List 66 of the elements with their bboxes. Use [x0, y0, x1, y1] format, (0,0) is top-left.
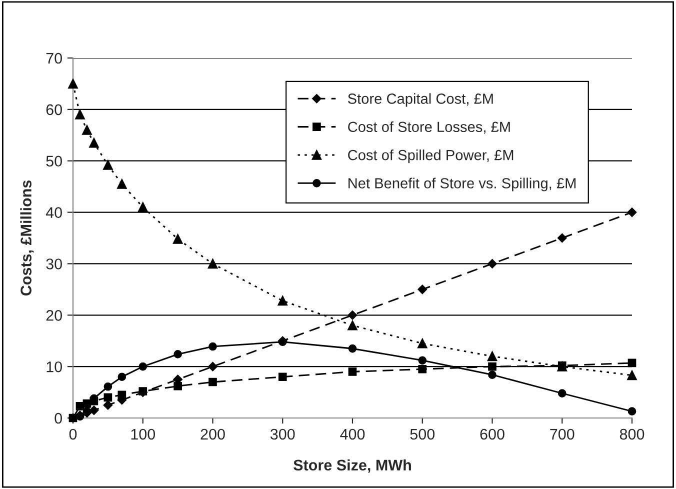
point	[558, 389, 566, 398]
point	[418, 284, 427, 294]
x-tick-label: 700	[550, 428, 574, 440]
x-tick-label: 400	[340, 428, 365, 440]
point	[628, 407, 636, 416]
y-tick-label: 10	[46, 361, 62, 372]
point	[104, 382, 112, 391]
x-tick-label: 300	[270, 428, 295, 440]
point	[172, 234, 183, 244]
y-tick-label: 40	[46, 207, 62, 218]
y-tick-label: 30	[46, 258, 62, 270]
point	[208, 258, 218, 269]
y-tick-label: 70	[46, 52, 62, 64]
point	[103, 160, 113, 170]
point	[104, 393, 112, 402]
point	[278, 296, 288, 306]
x-tick-label: 200	[200, 428, 225, 440]
point	[117, 179, 127, 189]
point	[138, 202, 148, 212]
x-tick-label: 100	[131, 428, 156, 440]
point	[118, 390, 126, 400]
x-tick-label: 800	[620, 428, 644, 440]
point	[89, 406, 99, 415]
point	[487, 351, 498, 362]
y-axis-title: Costs, £Millions	[20, 180, 34, 296]
point	[89, 138, 99, 148]
point	[627, 370, 637, 380]
point	[208, 342, 217, 351]
point	[76, 402, 84, 410]
x-tick-label: 0	[69, 428, 77, 440]
point	[174, 350, 182, 358]
y-tick-label: 50	[46, 156, 62, 167]
legend-label: Store Capital Cost, £M	[348, 93, 493, 107]
point	[418, 364, 427, 374]
point	[488, 370, 496, 379]
x-tick-label: 500	[410, 428, 435, 440]
legend-label: Cost of Store Losses, £M	[348, 121, 510, 134]
point	[174, 382, 182, 390]
point	[418, 356, 427, 365]
point	[75, 110, 85, 120]
point	[348, 368, 357, 376]
legend-label: Cost of Spilled Power, £M	[348, 150, 514, 164]
point	[208, 362, 218, 372]
point	[488, 259, 497, 268]
point	[208, 378, 217, 386]
point	[118, 372, 126, 382]
point	[278, 372, 287, 382]
point	[558, 233, 567, 243]
y-tick-label: 20	[46, 310, 62, 321]
point	[348, 310, 358, 320]
point	[103, 400, 113, 410]
point	[627, 208, 637, 217]
point	[68, 78, 78, 89]
y-tick-label: 60	[46, 104, 62, 116]
point	[138, 362, 148, 371]
point	[82, 125, 92, 135]
point	[488, 362, 496, 371]
point	[418, 338, 428, 348]
point	[628, 358, 636, 368]
y-tick-label: 0	[54, 412, 62, 424]
x-tick-label: 600	[480, 428, 504, 440]
point	[348, 344, 357, 353]
legend-label: Net Benefit of Store vs. Spilling, £M	[348, 178, 576, 192]
point	[348, 320, 358, 330]
x-axis-title: Store Size, MWh	[294, 459, 411, 473]
point	[138, 387, 148, 396]
